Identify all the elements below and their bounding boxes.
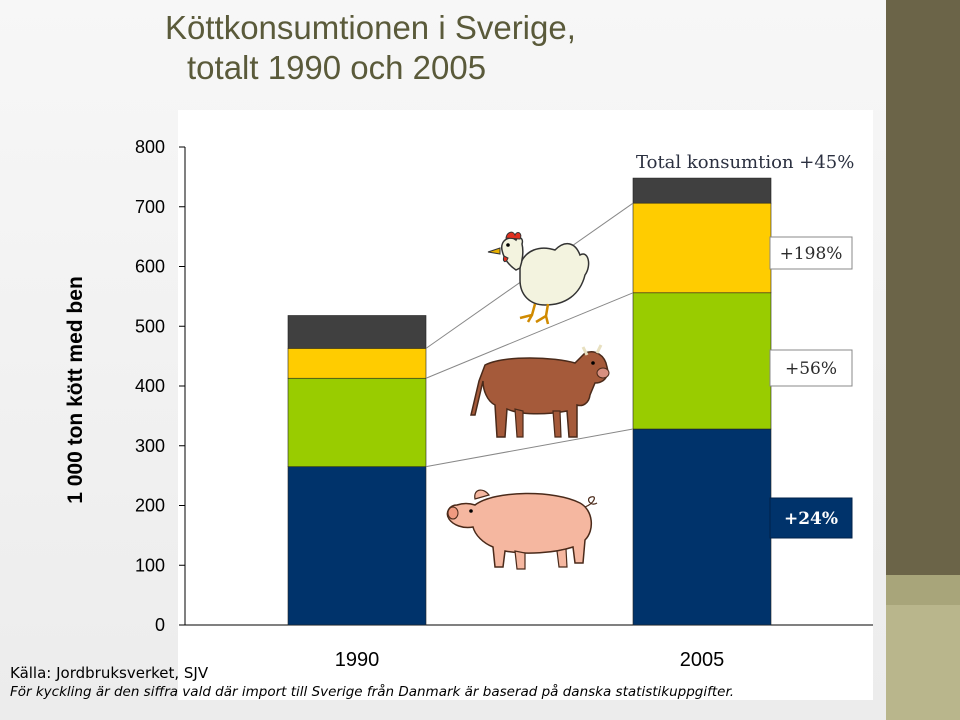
bar-segment <box>287 466 427 626</box>
growth-connector-line <box>425 428 634 468</box>
y-tick-label: 400 <box>135 376 165 396</box>
x-category-label: 2005 <box>680 649 725 671</box>
title-line-1: Köttkonsumtionen i Sverige, <box>165 9 576 46</box>
y-tick-label: 500 <box>135 316 165 336</box>
bar-segment <box>632 428 772 626</box>
chicken-icon <box>487 231 590 325</box>
source-note: Källa: Jordbruksverket, SJV <box>10 664 209 682</box>
y-tick-label: 200 <box>135 496 165 516</box>
annotation-pork: +24% <box>769 497 853 539</box>
y-tick-label: 600 <box>135 257 165 277</box>
y-tick-label: 0 <box>155 615 165 635</box>
cow-icon <box>470 344 610 438</box>
annotation-total: Total konsumtion +45% <box>636 152 854 173</box>
bar-segment <box>287 348 427 379</box>
y-tick-label: 300 <box>135 436 165 456</box>
side-stripe-dark <box>886 0 960 575</box>
footnote: För kyckling är den siffra vald där impo… <box>10 684 735 700</box>
annotation-beef-text: +56% <box>785 359 837 379</box>
y-tick-label: 700 <box>135 197 165 217</box>
annotation-chicken: +198% <box>769 236 853 270</box>
bar-segment <box>287 377 427 467</box>
y-tick-label: 800 <box>135 137 165 157</box>
slide-title: Köttkonsumtionen i Sverige, totalt 1990 … <box>165 8 576 88</box>
bar-segment <box>632 202 772 294</box>
bar-segment <box>287 315 427 349</box>
growth-connector-line <box>425 292 634 379</box>
bar-segment <box>632 292 772 430</box>
annotation-chicken-text: +198% <box>780 244 843 264</box>
y-tick-label: 100 <box>135 555 165 575</box>
bar-segment <box>632 177 772 204</box>
x-category-label: 1990 <box>335 649 380 671</box>
annotation-beef: +56% <box>769 349 853 387</box>
title-line-2: totalt 1990 och 2005 <box>187 49 487 86</box>
pig-icon <box>446 489 598 570</box>
annotation-pork-text: +24% <box>784 509 838 529</box>
side-stripe-lighter <box>886 605 960 720</box>
